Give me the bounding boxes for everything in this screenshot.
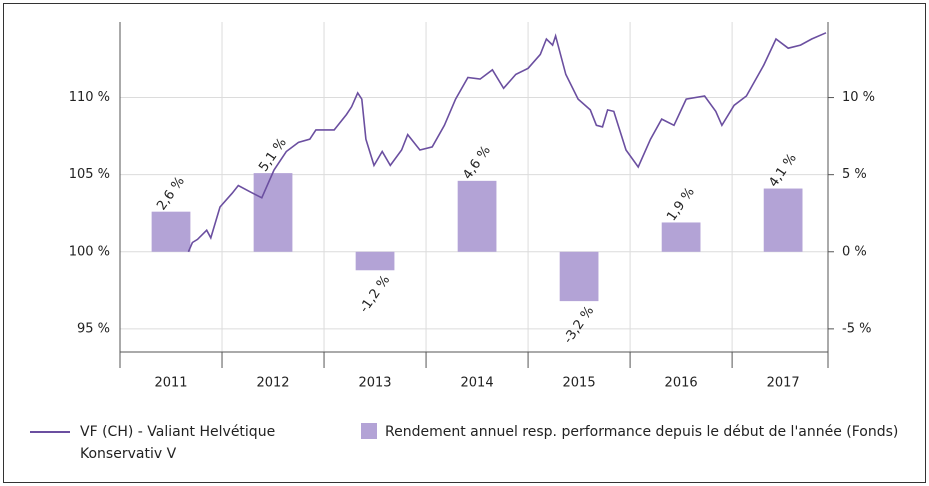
x-tick-label: 2017 (767, 376, 800, 391)
bar (355, 251, 395, 271)
data-label: 2,6 % (154, 174, 188, 213)
y2-tick-label: -5 % (842, 321, 871, 336)
y-tick-label: 110 % (69, 90, 110, 105)
y2-tick-label: 0 % (842, 244, 867, 259)
legend-label: VF (CH) - Valiant Helvétique Konservativ… (80, 424, 276, 462)
x-tick-label: 2016 (665, 376, 698, 391)
bar (457, 180, 497, 252)
y-tick-label: 95 % (77, 321, 110, 336)
legend-line-swatch (30, 431, 70, 433)
x-tick-label: 2015 (563, 376, 596, 391)
y2-tick-label: 10 % (842, 90, 875, 105)
data-label: 4,6 % (460, 143, 494, 182)
x-tick-label: 2011 (154, 376, 187, 391)
data-label: 4,1 % (766, 151, 800, 190)
y2-tick-label: 5 % (842, 167, 867, 182)
bar (151, 211, 191, 252)
bar (661, 222, 701, 252)
bar (559, 251, 599, 302)
frame (3, 3, 926, 483)
legend-label: Rendement annuel resp. performance depui… (385, 424, 899, 440)
x-tick-label: 2012 (256, 376, 289, 391)
data-label: -1,2 % (357, 273, 393, 316)
y-tick-label: 100 % (69, 244, 110, 259)
data-label: 1,9 % (664, 185, 698, 224)
legend-bar-swatch (361, 423, 377, 439)
bar (253, 173, 293, 252)
bar (763, 188, 803, 252)
y-tick-label: 105 % (69, 167, 110, 182)
x-tick-label: 2014 (461, 376, 494, 391)
data-label: -3,2 % (561, 304, 597, 347)
x-tick-label: 2013 (358, 376, 391, 391)
line (187, 32, 827, 253)
